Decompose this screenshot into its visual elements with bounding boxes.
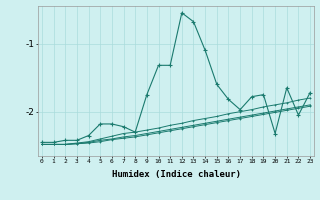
X-axis label: Humidex (Indice chaleur): Humidex (Indice chaleur) [111,170,241,179]
